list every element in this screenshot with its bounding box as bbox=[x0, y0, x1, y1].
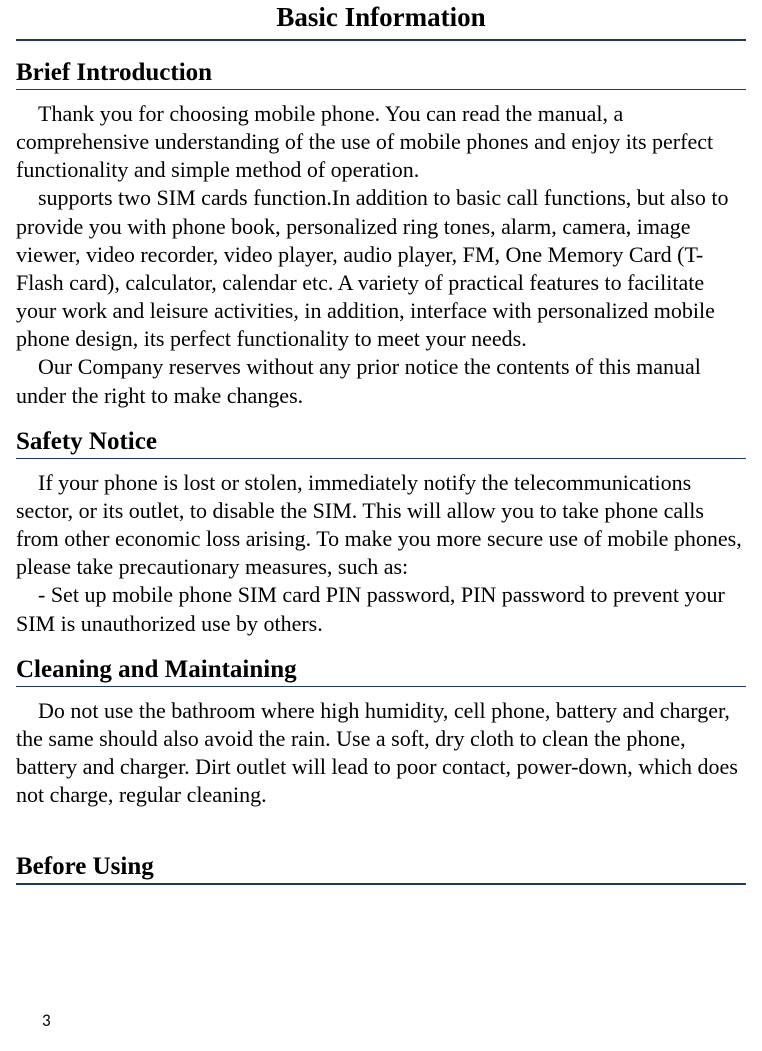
section-rule bbox=[16, 686, 746, 687]
section-heading-brief-introduction: Brief Introduction bbox=[16, 59, 746, 89]
page-number: 3 bbox=[42, 1010, 51, 1031]
section-heading-cleaning-and-maintaining: Cleaning and Maintaining bbox=[16, 656, 746, 686]
body-paragraph: - Set up mobile phone SIM card PIN passw… bbox=[16, 581, 746, 637]
body-paragraph: Our Company reserves without any prior n… bbox=[16, 353, 746, 409]
title-rule bbox=[16, 39, 746, 41]
body-paragraph: Do not use the bathroom where high humid… bbox=[16, 697, 746, 810]
section-rule bbox=[16, 883, 746, 885]
section-rule bbox=[16, 458, 746, 459]
body-paragraph: Thank you for choosing mobile phone. You… bbox=[16, 100, 746, 184]
section-heading-safety-notice: Safety Notice bbox=[16, 428, 746, 458]
page-title: Basic Information bbox=[16, 0, 746, 39]
body-paragraph: supports two SIM cards function.In addit… bbox=[16, 184, 746, 353]
section-rule bbox=[16, 89, 746, 90]
body-paragraph: If your phone is lost or stolen, immedia… bbox=[16, 469, 746, 582]
section-heading-before-using: Before Using bbox=[16, 853, 746, 883]
